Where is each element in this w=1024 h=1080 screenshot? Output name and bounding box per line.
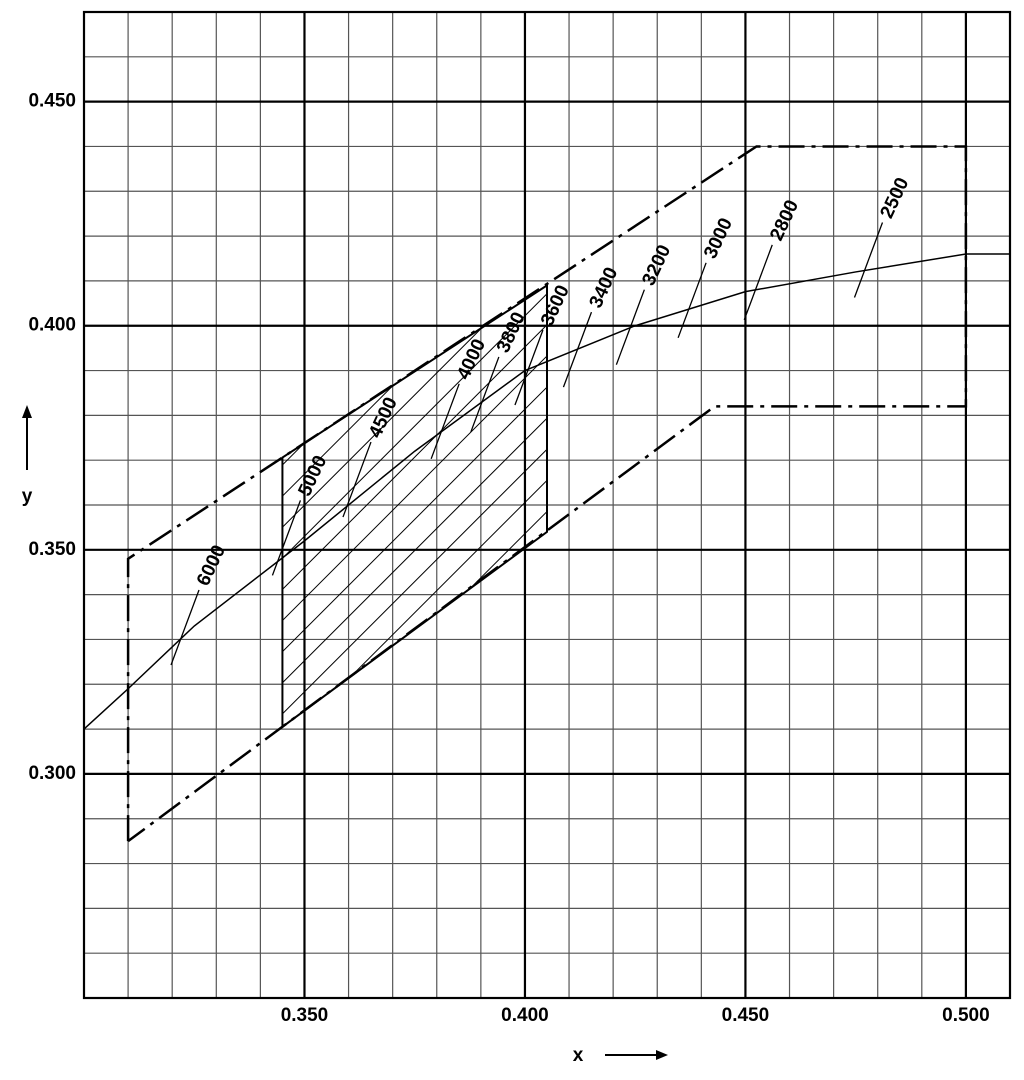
leader-line bbox=[271, 500, 302, 576]
leader-line bbox=[514, 329, 544, 406]
y-tick-label: 0.400 bbox=[28, 315, 76, 336]
y-axis-label: y bbox=[22, 486, 33, 507]
isotherm-label: 2800 bbox=[766, 197, 803, 244]
leader-line bbox=[562, 311, 593, 388]
leader-line bbox=[853, 222, 884, 298]
y-tick-label: 0.450 bbox=[28, 91, 76, 112]
x-tick-label: 0.500 bbox=[942, 1005, 990, 1026]
isotherm-label: 3000 bbox=[700, 215, 737, 262]
y-arrowhead bbox=[22, 405, 32, 418]
plot-frame bbox=[82, 10, 1012, 1000]
y-tick-label: 0.300 bbox=[28, 763, 76, 784]
isotherm-label: 2500 bbox=[877, 175, 914, 222]
leader-line bbox=[170, 589, 200, 666]
x-tick-label: 0.350 bbox=[281, 1005, 329, 1026]
x-tick-label: 0.400 bbox=[501, 1005, 549, 1026]
isotherm-label: 3200 bbox=[638, 242, 675, 289]
x-axis-label: x bbox=[573, 1045, 584, 1066]
x-arrowhead bbox=[656, 1050, 668, 1060]
x-tick-label: 0.450 bbox=[722, 1005, 770, 1026]
leader-line bbox=[615, 289, 645, 365]
boundary bbox=[126, 145, 968, 843]
leader-line bbox=[342, 441, 372, 518]
leader-line bbox=[470, 356, 500, 433]
locus-line bbox=[83, 253, 1010, 730]
leader-line bbox=[743, 244, 773, 321]
leader-line bbox=[430, 383, 460, 460]
isotherm-label: 3400 bbox=[586, 264, 623, 311]
leader-line bbox=[677, 262, 707, 339]
y-tick-label: 0.350 bbox=[28, 539, 76, 560]
